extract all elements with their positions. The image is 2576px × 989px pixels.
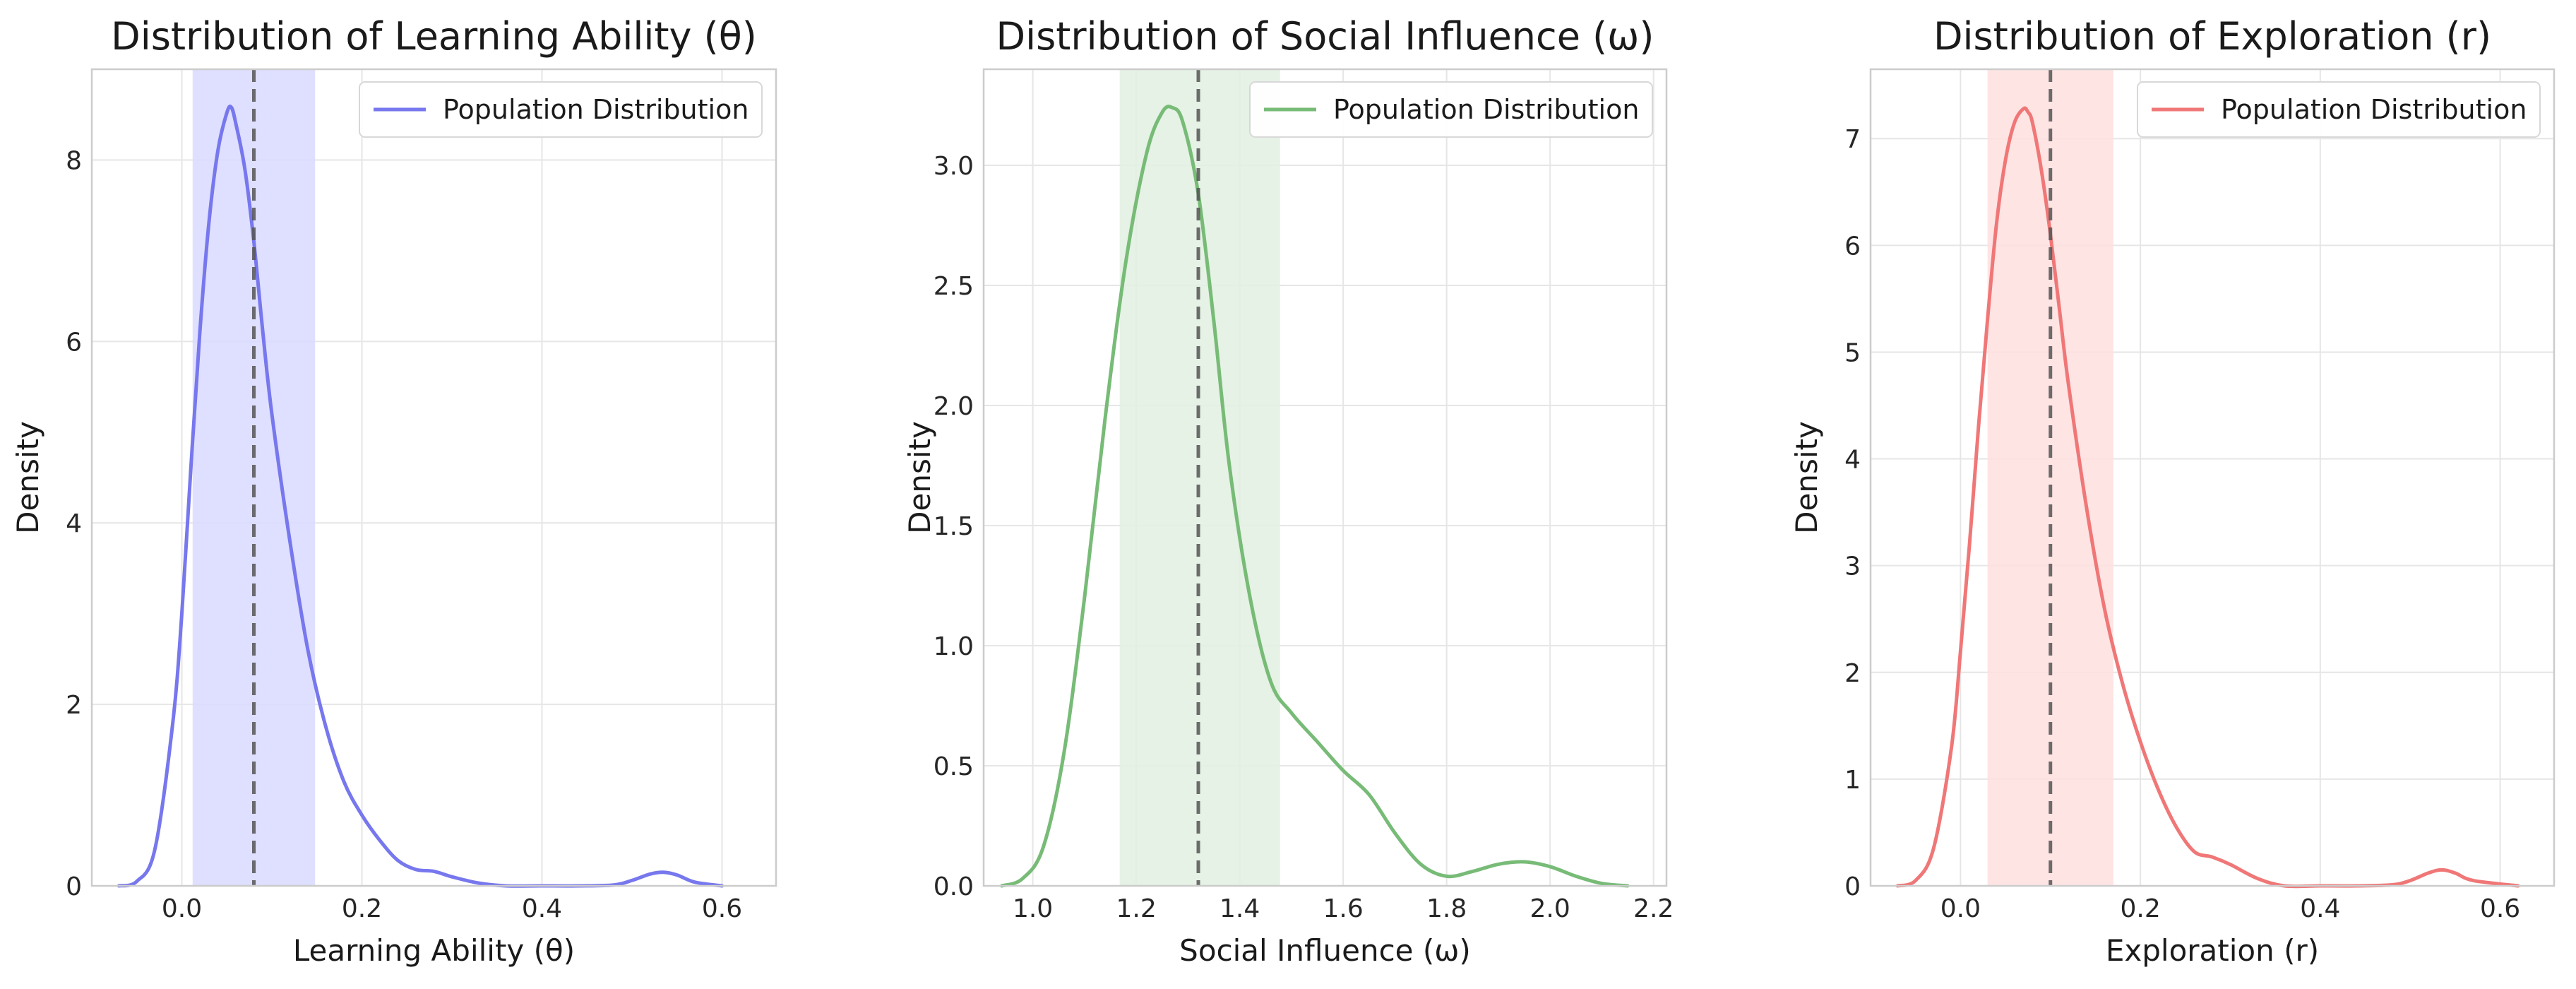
x-tick-label: 0.4: [522, 894, 562, 923]
axes-frame: [1869, 68, 2556, 887]
x-tick-label: 0.2: [2120, 894, 2160, 923]
legend-label: Population Distribution: [2221, 94, 2527, 125]
x-tick-label: 1.2: [1116, 894, 1156, 923]
y-tick-label: 2.5: [934, 272, 974, 301]
y-tick-label: 7: [1844, 125, 1861, 154]
y-tick-label: 0.0: [934, 872, 974, 901]
plot-area: [984, 69, 1666, 886]
y-tick-label: 4: [1844, 446, 1861, 475]
x-tick-label: 0.0: [162, 894, 202, 923]
y-tick-label: 6: [1844, 232, 1861, 261]
axes-frame: [90, 68, 777, 887]
x-tick-label: 1.8: [1426, 894, 1467, 923]
y-tick-label: 1.5: [934, 512, 974, 541]
x-tick-label: 2.2: [1633, 894, 1674, 923]
y-tick-label: 4: [66, 509, 82, 538]
y-tick-label: 2: [1844, 659, 1861, 688]
chart-title: Distribution of Exploration (r): [1933, 14, 2491, 59]
legend-box: [2137, 81, 2541, 138]
y-tick-label: 6: [66, 328, 82, 357]
x-tick-label: 1.4: [1220, 894, 1260, 923]
chart-title: Distribution of Learning Ability (θ): [111, 14, 757, 59]
legend: Population Distribution: [2137, 81, 2541, 138]
legend-label: Population Distribution: [1333, 94, 1639, 125]
y-axis-label: Density: [11, 421, 45, 534]
legend-box: [359, 81, 763, 138]
x-tick-label: 0.4: [2300, 894, 2340, 923]
x-axis-label: Social Influence (ω): [1179, 933, 1471, 968]
density-curve: [1000, 105, 1630, 888]
panels: 0.0 0.2 0.4 0.6 0 2 4 6 8 Distribution of Learnin…: [11, 14, 2556, 968]
x-tick-label: 0.2: [342, 894, 382, 923]
y-tick-label: 2.0: [934, 392, 974, 421]
x-axis-label: Learning Ability (θ): [293, 933, 575, 968]
legend: Population Distribution: [359, 81, 763, 138]
y-tick-label: 8: [66, 146, 82, 175]
chart-panel-2: 1.0 1.2 1.4 1.6 1.8 2.0 2.2 0.0 0.5 1.0 1.5 2.0 2.5 3…: [902, 14, 1674, 968]
x-tick-label: 0.0: [1940, 894, 1981, 923]
x-tick-label: 0.6: [702, 894, 742, 923]
x-tick-label: 1.6: [1323, 894, 1364, 923]
axes-frame: [982, 68, 1668, 887]
legend: Population Distribution: [1249, 81, 1653, 138]
x-tick-label: 2.0: [1530, 894, 1570, 923]
x-axis-label: Exploration (r): [2106, 933, 2319, 968]
chart-panel-1: 0.0 0.2 0.4 0.6 0 2 4 6 8 Distribution of Learnin…: [11, 14, 777, 968]
y-tick-label: 1: [1844, 766, 1861, 795]
y-tick-label: 0: [1844, 872, 1861, 901]
plot-area: [1871, 69, 2554, 886]
y-tick-label: 5: [1844, 338, 1861, 367]
y-tick-label: 0.5: [934, 752, 974, 781]
y-axis-label: Density: [902, 421, 937, 534]
y-tick-label: 3.0: [934, 152, 974, 181]
x-tick-label: 0.6: [2480, 894, 2520, 923]
chart-panel-3: 0.0 0.2 0.4 0.6 0 1 2 3 4 5 6 7 Distribution of Expl…: [1789, 14, 2556, 968]
legend-box: [1249, 81, 1653, 138]
y-tick-label: 1.0: [934, 632, 974, 661]
y-axis-label: Density: [1789, 421, 1824, 534]
y-tick-label: 3: [1844, 552, 1861, 581]
y-tick-label: 0: [66, 872, 82, 901]
y-tick-label: 2: [66, 691, 82, 720]
x-tick-label: 1.0: [1013, 894, 1053, 923]
chart-title: Distribution of Social Influence (ω): [996, 14, 1654, 59]
legend-label: Population Distribution: [443, 94, 749, 125]
